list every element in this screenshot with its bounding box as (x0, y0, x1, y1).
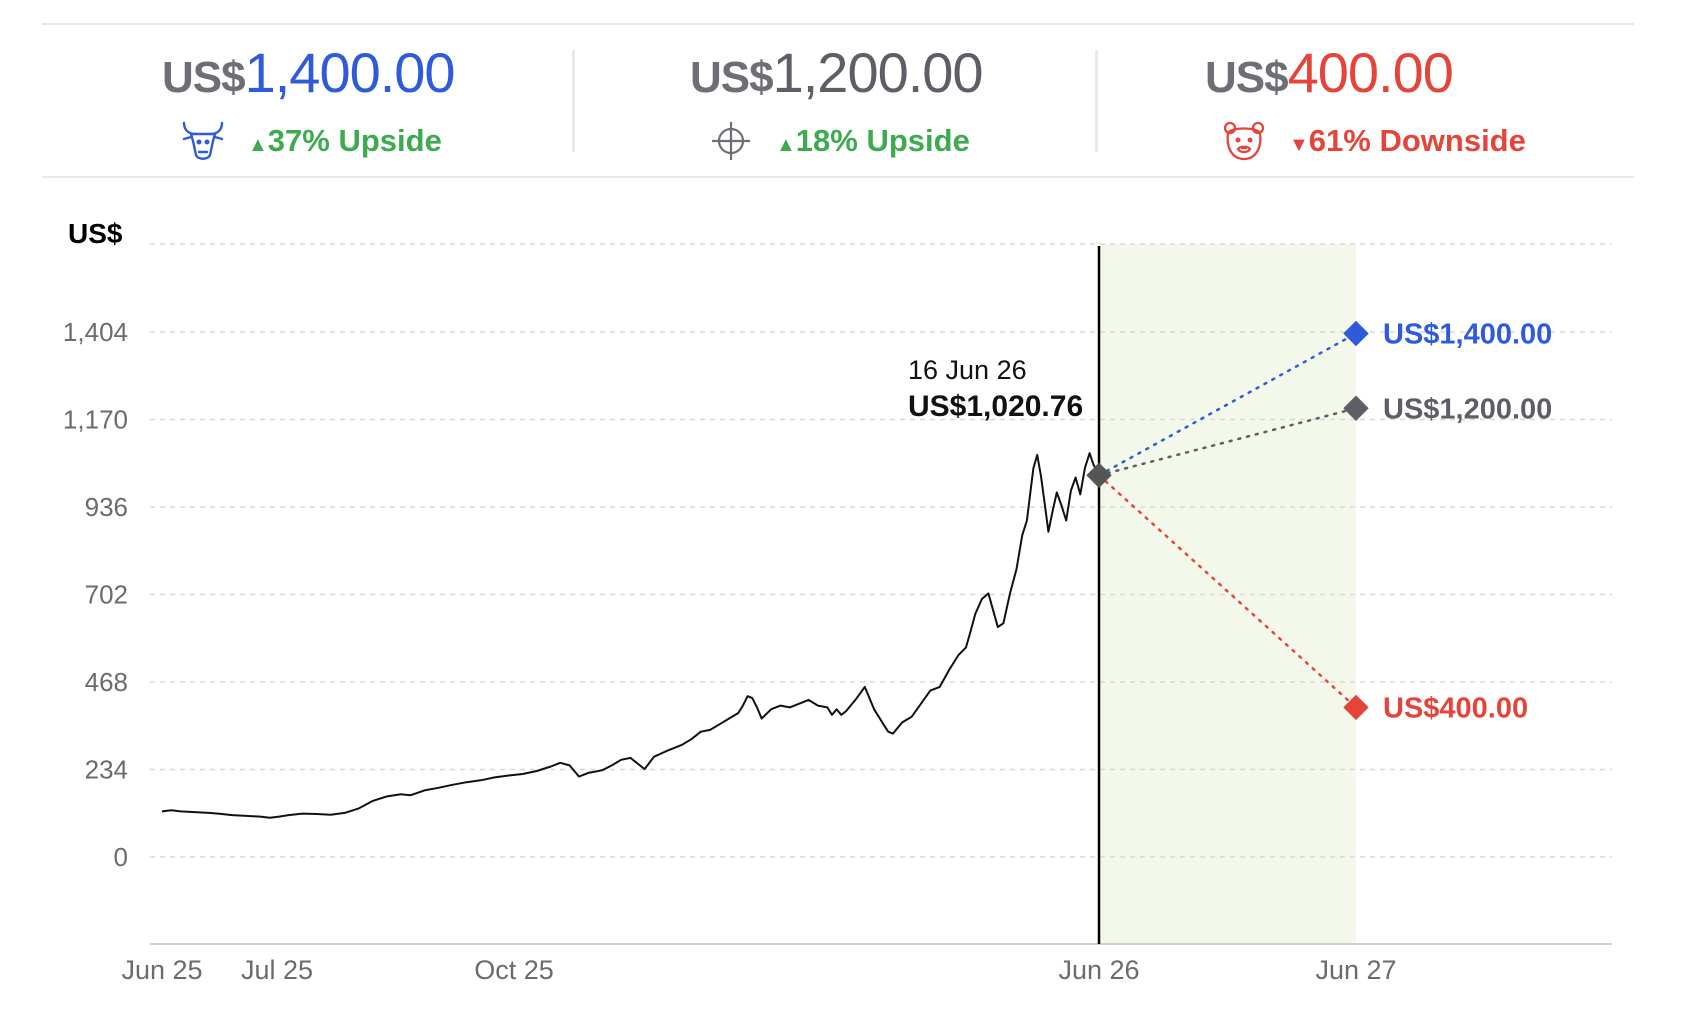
bear-target-marker (1343, 694, 1369, 721)
x-tick-label: Jun 25 (121, 955, 202, 985)
y-tick-label: 1,404 (63, 317, 128, 347)
price-line (161, 452, 1100, 819)
bear-projection-label: US$400.00 (1383, 692, 1528, 724)
bear-currency: US$ (1205, 53, 1289, 102)
up-arrow-icon: ▲ (248, 134, 268, 156)
consensus-upside: ▲18% Upside (776, 123, 970, 158)
consensus-target-value: 1,200.00 (772, 41, 984, 104)
consensus-projection-label: US$1,200.00 (1383, 393, 1552, 425)
y-tick-label: 234 (85, 755, 128, 785)
projection-band (1099, 244, 1356, 944)
bull-target-marker (1343, 320, 1369, 347)
bull-currency: US$ (162, 53, 246, 102)
current-price-label: US$1,020.76 (908, 390, 1083, 423)
current-date-label: 16 Jun 26 (908, 355, 1027, 385)
y-tick-label: 1,170 (63, 405, 128, 435)
crosshair-icon (708, 119, 754, 163)
down-arrow-icon: ▼ (1289, 134, 1309, 156)
bull-icon (180, 119, 226, 163)
y-tick-label: 936 (85, 492, 128, 522)
x-tick-label: Jun 26 (1058, 955, 1139, 985)
bull-target-value: 1,400.00 (244, 41, 456, 104)
consensus-target: US$1,200.00 ▲18% Upside (690, 40, 984, 163)
up-arrow-icon: ▲ (776, 134, 796, 156)
top-divider (42, 23, 1634, 25)
consensus-target-marker (1343, 395, 1369, 422)
bear-icon (1221, 119, 1267, 163)
consensus-projection-line (1097, 407, 1358, 477)
y-tick-label: 702 (85, 580, 128, 610)
header-separator (572, 50, 575, 152)
header-separator (1095, 50, 1098, 152)
bear-projection-line (1097, 474, 1358, 709)
x-tick-label: Jul 25 (241, 955, 313, 985)
bull-projection-label: US$1,400.00 (1383, 318, 1552, 350)
bull-upside: ▲37% Upside (248, 123, 442, 158)
x-tick-label: Jun 27 (1315, 955, 1396, 985)
consensus-currency: US$ (690, 53, 774, 102)
bear-target-value: 400.00 (1287, 41, 1454, 104)
bull-projection-line (1097, 332, 1358, 477)
current-price-marker (1086, 462, 1112, 489)
bull-target: US$1,400.00 ▲37% Upside (162, 40, 456, 163)
y-tick-label: 0 (114, 842, 128, 872)
x-tick-label: Oct 25 (474, 955, 554, 985)
bear-downside: ▼61% Downside (1289, 123, 1526, 158)
bear-target: US$400.00 ▼61% Downside (1205, 40, 1526, 163)
y-axis-unit: US$ (68, 218, 123, 249)
y-tick-label: 468 (85, 667, 128, 697)
header-bottom-divider (42, 176, 1634, 178)
